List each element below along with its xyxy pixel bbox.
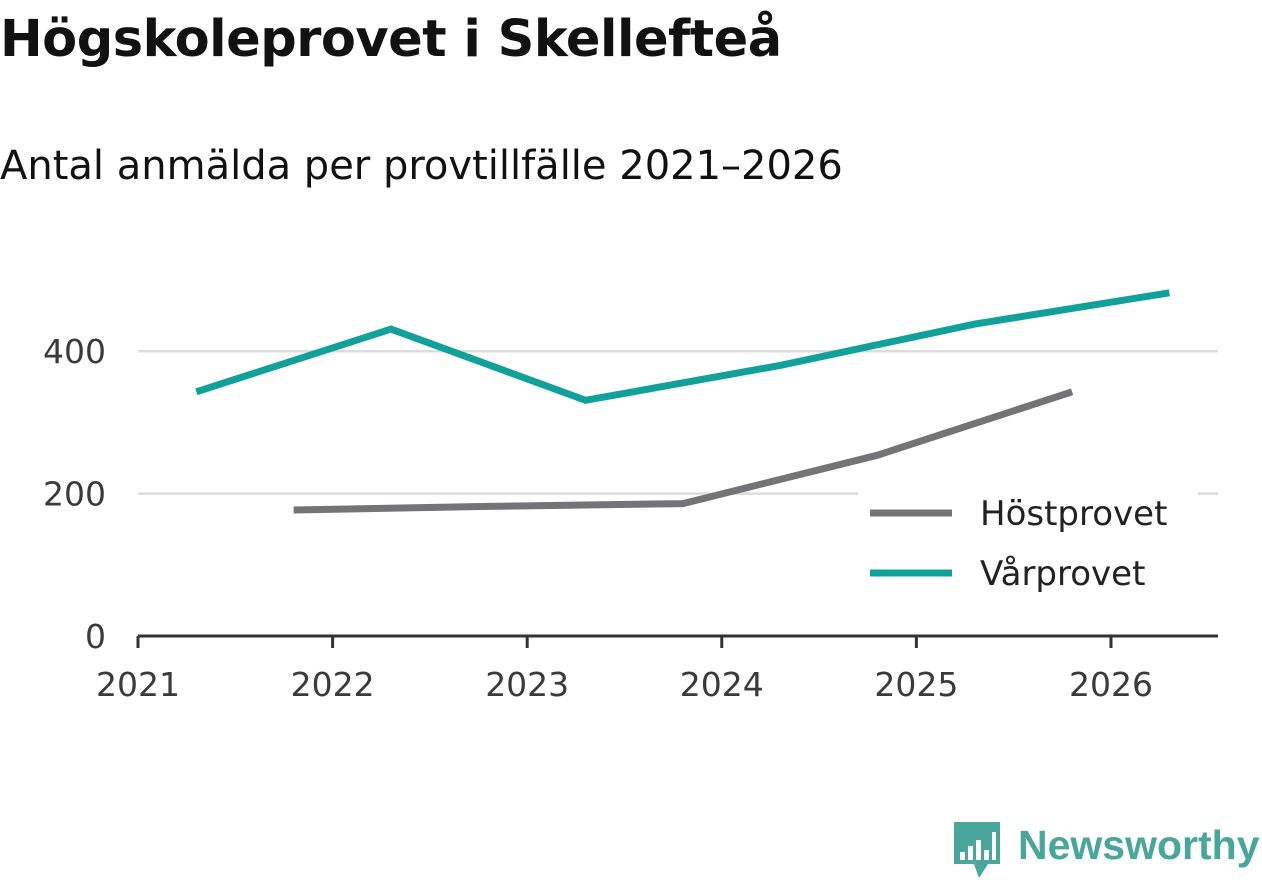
newsworthy-logo-icon [954,822,1000,878]
series [195,289,1170,514]
series-line-varprovet [195,289,1170,404]
x-tick-label: 2024 [680,665,764,704]
series-line-hostprovet [293,388,1074,514]
y-tick-label: 0 [85,617,106,656]
y-tick-label: 200 [43,475,106,514]
y-axis: 0 200 400 [43,332,106,656]
gridlines [138,349,1218,495]
chart-title: Högskoleprovet i Skellefteå [0,10,782,69]
legend-label: Höstprovet [980,494,1167,534]
chart-subtitle: Antal anmälda per provtillfälle 2021–202… [0,143,843,189]
x-tick-label: 2026 [1069,665,1153,704]
x-tick-label: 2022 [291,665,375,704]
line-chart: 0 200 400 Höstprovet Vårprovet 2021 2022 2023… [43,289,1218,704]
y-tick-label: 400 [43,332,106,371]
x-axis: 2021 2022 2023 2024 2025 2026 [96,634,1218,704]
x-tick-label: 2023 [485,665,569,704]
legend: Höstprovet Vårprovet [858,492,1198,602]
brand-logo: Newsworthy [950,818,1260,878]
x-tick-label: 2021 [96,665,180,704]
brand-name: Newsworthy [1018,822,1260,868]
x-tick-label: 2025 [874,665,958,704]
legend-label: Vårprovet [980,554,1145,594]
